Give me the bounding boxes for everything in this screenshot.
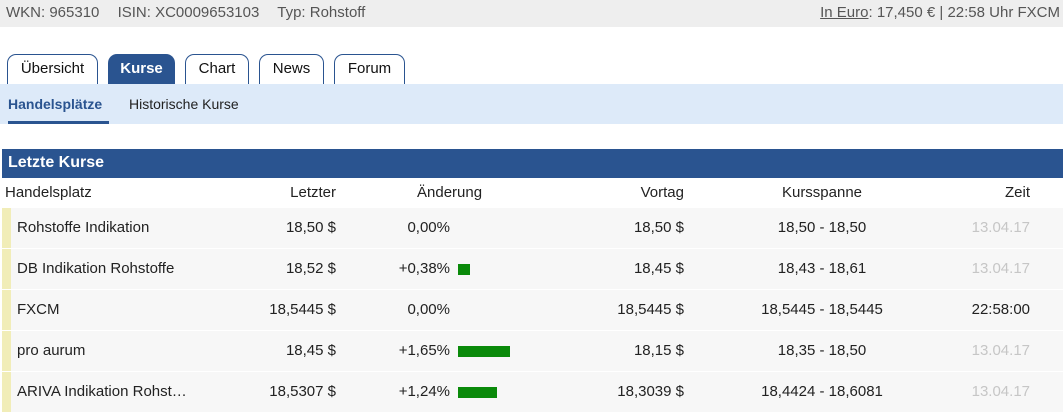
column-header-change[interactable]: Änderung <box>417 184 483 201</box>
main-tabs: Übersicht Kurse Chart News Forum <box>0 54 1063 84</box>
previous-close: 18,15 $ <box>633 342 684 359</box>
column-header-last[interactable]: Letzter <box>290 184 336 201</box>
change-percent: +1,24% <box>398 383 450 400</box>
venue-name[interactable]: ARIVA Indikation Rohst… <box>17 383 187 400</box>
change-bar <box>458 264 470 275</box>
last-price: 18,5445 $ <box>269 301 336 318</box>
venue-name[interactable]: DB Indikation Rohstoffe <box>17 260 175 277</box>
change-percent: 0,00% <box>407 301 450 318</box>
tab-quotes[interactable]: Kurse <box>108 54 175 84</box>
quote-time: 13.04.17 <box>971 342 1030 359</box>
security-identifiers: WKN: 965310 ISIN: XC0009653103 Typ: Rohs… <box>6 4 379 21</box>
change-percent: +1,65% <box>398 342 450 359</box>
change-bar <box>458 346 510 357</box>
table-header: Handelsplatz Letzter Änderung Vortag Kur… <box>2 178 1063 207</box>
previous-close: 18,5445 $ <box>617 301 684 318</box>
quote-time: 13.04.17 <box>971 260 1030 277</box>
table-row[interactable]: ARIVA Indikation Rohst… 18,5307 $ +1,24% 18… <box>2 372 1063 413</box>
change-percent: 0,00% <box>407 219 450 236</box>
price-range: 18,50 - 18,50 <box>777 219 867 236</box>
change-bar <box>458 387 497 398</box>
last-price: 18,52 $ <box>285 260 336 277</box>
tab-forum[interactable]: Forum <box>334 54 405 84</box>
previous-close: 18,3039 $ <box>617 383 684 400</box>
panel-title: Letzte Kurse <box>2 149 1063 178</box>
wkn-label: WKN: 965310 <box>6 4 100 21</box>
table-row[interactable]: pro aurum 18,45 $ +1,65% 18,15 $ 18,35 - 18,… <box>2 331 1063 372</box>
price-range: 18,43 - 18,61 <box>777 260 867 277</box>
row-marker <box>2 290 11 330</box>
price-range: 18,4424 - 18,6081 <box>761 383 883 400</box>
venue-name[interactable]: FXCM <box>17 301 60 318</box>
table-row[interactable]: DB Indikation Rohstoffe 18,52 $ +0,38% 18,4… <box>2 249 1063 290</box>
column-header-range[interactable]: Kursspanne <box>781 184 863 201</box>
row-marker <box>2 208 11 248</box>
venue-name[interactable]: pro aurum <box>17 342 86 359</box>
sub-navigation: Handelsplätze Historische Kurse <box>0 84 1063 124</box>
last-price: 18,5307 $ <box>269 383 336 400</box>
column-header-time[interactable]: Zeit <box>1004 184 1030 201</box>
last-price: 18,45 $ <box>285 342 336 359</box>
subnav-trading-venues[interactable]: Handelsplätze <box>8 96 103 112</box>
row-marker <box>2 372 11 412</box>
currency-toggle-link[interactable]: In Euro <box>820 4 869 21</box>
type-label: Typ: Rohstoff <box>277 4 366 21</box>
venue-name[interactable]: Rohstoffe Indikation <box>17 219 150 236</box>
price-range: 18,5445 - 18,5445 <box>761 301 883 318</box>
column-header-previous[interactable]: Vortag <box>640 184 684 201</box>
table-row[interactable]: FXCM 18,5445 $ 0,00% 18,5445 $ 18,5445 - 18,… <box>2 290 1063 331</box>
tab-overview[interactable]: Übersicht <box>7 54 98 84</box>
quote-time: 13.04.17 <box>971 383 1030 400</box>
tab-news[interactable]: News <box>259 54 324 84</box>
column-header-venue[interactable]: Handelsplatz <box>5 184 92 201</box>
table-row[interactable]: Rohstoffe Indikation 18,50 $ 0,00% 18,50 $ 1… <box>2 208 1063 249</box>
price-range: 18,35 - 18,50 <box>777 342 867 359</box>
subnav-historical-quotes[interactable]: Historische Kurse <box>129 96 239 112</box>
active-subnav-indicator <box>8 121 109 124</box>
change-percent: +0,38% <box>398 260 450 277</box>
tab-chart[interactable]: Chart <box>185 54 249 84</box>
quote-time: 22:58:00 <box>971 301 1030 318</box>
price-summary: In Euro: 17,450 € | 22:58 Uhr FXCM <box>820 4 1060 21</box>
previous-close: 18,50 $ <box>633 219 684 236</box>
price-info: : 17,450 € | 22:58 Uhr FXCM <box>868 4 1061 21</box>
security-info-bar: WKN: 965310 ISIN: XC0009653103 Typ: Rohs… <box>0 0 1063 27</box>
quote-time: 13.04.17 <box>971 219 1030 236</box>
last-price: 18,50 $ <box>285 219 336 236</box>
row-marker <box>2 249 11 289</box>
previous-close: 18,45 $ <box>633 260 684 277</box>
isin-label: ISIN: XC0009653103 <box>117 4 260 21</box>
row-marker <box>2 331 11 371</box>
